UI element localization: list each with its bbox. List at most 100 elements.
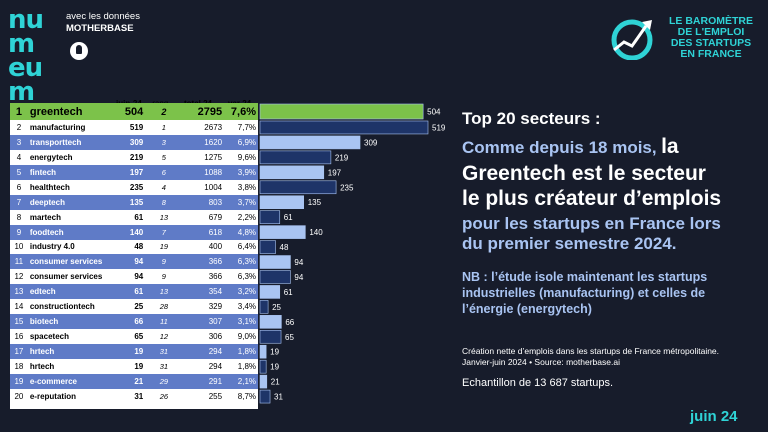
cell-rank: 15 (10, 314, 28, 330)
cell-rank: 7 (10, 194, 28, 210)
cell-var: 7,6% (224, 103, 258, 120)
cell-rank: 6 (16, 182, 22, 192)
cell-name: deeptech (27, 194, 110, 210)
cell-var: 3,9% (224, 164, 258, 180)
cell-rang: 19 (159, 242, 169, 252)
bar-biotech (259, 315, 282, 329)
table-row: 2 manufacturing 519 1 2673 7,7% (10, 120, 258, 135)
cell-juin: 519 (129, 122, 144, 132)
bar-hrtech (259, 359, 267, 374)
cell-rank: 18 (14, 361, 24, 371)
cell-var: 6,4% (237, 242, 256, 252)
cell-rank: 17 (10, 344, 28, 359)
bar-value-label: 140 (309, 228, 323, 237)
cell-juin: 19 (134, 361, 144, 371)
cell-total: 2673 (204, 122, 223, 132)
bar-healthtech (259, 180, 337, 195)
cell-rang: 31 (145, 344, 183, 359)
cell-var: 2,1% (224, 373, 258, 389)
bar-value-label: 94 (294, 273, 303, 282)
table-row: 10 industry 4.0 48 19 400 6,4% (10, 240, 258, 255)
cell-name: industry 4.0 (29, 242, 75, 252)
with-data-label: avec les données MOTHERBASE (66, 11, 140, 34)
cell-var: 7,7% (237, 122, 256, 132)
cell-rank: 4 (16, 152, 22, 162)
bar-value-label: 94 (294, 258, 303, 267)
cell-juin: 61 (109, 284, 146, 300)
barometer-chart-icon (611, 19, 653, 60)
cell-rang: 7 (145, 224, 183, 240)
cell-total: 366 (208, 272, 223, 282)
headline: Comme depuis 18 mois, la Greentech est l… (462, 135, 722, 253)
cell-name: greentech (27, 103, 110, 120)
bar-edtech (259, 285, 281, 299)
cell-name: energytech (29, 152, 73, 162)
cell-name: consumer services (29, 272, 103, 282)
cell-var: 6,9% (224, 134, 258, 150)
table-row: 16 spacetech 65 12 306 9,0% (10, 329, 258, 344)
table-row: 11 consumer services 94 9 366 6,3% (10, 254, 258, 270)
cell-rang: 29 (145, 373, 183, 389)
table-row: 20 e-reputation 31 26 255 8,7% (10, 389, 258, 404)
cell-rang: 13 (145, 284, 183, 300)
table-row: 8 martech 61 13 679 2,2% (10, 210, 258, 225)
cell-total: 1275 (204, 152, 223, 162)
table-row: 19 e-commerce 21 29 291 2,1% (10, 373, 258, 389)
cell-var: 3,4% (237, 302, 256, 312)
cell-rank: 19 (10, 373, 28, 389)
bar-hrtech (259, 344, 267, 359)
cell-total: 307 (182, 314, 225, 330)
cell-total: 255 (208, 391, 223, 401)
cell-total: 354 (182, 284, 225, 300)
bar-value-label: 48 (280, 243, 289, 252)
bar-value-label: 61 (284, 288, 293, 297)
bar-martech (259, 210, 281, 224)
cell-var: 9,6% (237, 152, 256, 162)
bar-value-label: 31 (274, 393, 283, 402)
cell-total: 679 (208, 212, 223, 222)
bar-value-label: 309 (364, 138, 378, 147)
cell-juin: 94 (134, 272, 144, 282)
bar-industry-4-0 (259, 240, 276, 254)
cell-name: foodtech (27, 224, 110, 240)
cell-name: consumer services (27, 254, 110, 270)
cell-name: spacetech (29, 332, 69, 342)
cell-juin: 65 (134, 332, 144, 342)
bar-value-label: 519 (432, 123, 446, 132)
bar-value-label: 19 (270, 363, 279, 372)
cell-var: 2,2% (237, 212, 256, 222)
motherbase-icon (70, 42, 88, 60)
cell-juin: 504 (109, 103, 146, 120)
cell-total: 1088 (182, 164, 225, 180)
cell-name: healthtech (29, 182, 70, 192)
cell-var: 8,7% (237, 391, 256, 401)
bar-manufacturing (259, 120, 429, 135)
numeum-logo: num eum (8, 5, 44, 107)
bar-value-label: 504 (427, 108, 441, 117)
cell-rank: 5 (10, 164, 28, 180)
table-row: 9 foodtech 140 7 618 4,8% (10, 224, 258, 240)
bar-transporttech (259, 135, 361, 150)
cell-rank: 12 (14, 272, 24, 282)
cell-rang: 6 (145, 164, 183, 180)
bar-consumer-services (259, 270, 291, 284)
nb-note: NB : l’étude isole maintenant les startu… (462, 270, 708, 316)
cell-total: 291 (182, 373, 225, 389)
cell-total: 400 (208, 242, 223, 252)
cell-name: hrtech (29, 361, 55, 371)
cell-juin: 48 (134, 242, 144, 252)
cell-rank: 20 (14, 391, 24, 401)
bar-value-label: 66 (285, 318, 294, 327)
table-row: 12 consumer services 94 9 366 6,3% (10, 269, 258, 284)
cell-total: 306 (208, 332, 223, 342)
bar-energytech (259, 150, 332, 165)
cell-rang: 5 (161, 152, 166, 162)
table-row: 3 transporttech 309 3 1620 6,9% (10, 134, 258, 150)
cell-var: 3,2% (224, 284, 258, 300)
cell-juin: 219 (129, 152, 144, 162)
cell-name: biotech (27, 314, 110, 330)
cell-rang: 3 (145, 134, 183, 150)
cell-rang: 26 (159, 391, 169, 401)
source-note: Création nette d’emplois dans les startu… (462, 346, 720, 367)
bar-spacetech (259, 330, 282, 344)
